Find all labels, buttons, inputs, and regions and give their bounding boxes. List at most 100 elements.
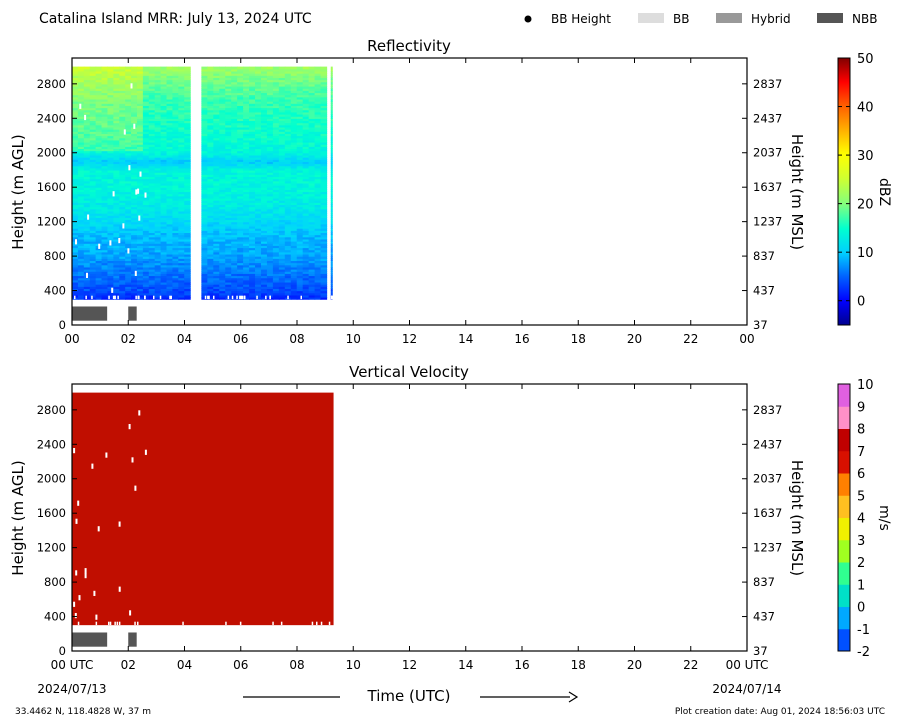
- reflectivity-cell: [266, 258, 274, 261]
- reflectivity-cell: [77, 245, 85, 249]
- reflectivity-cell: [278, 256, 286, 259]
- reflectivity-cell: [95, 75, 103, 78]
- reflectivity-cell: [278, 232, 286, 236]
- reflectivity-cell: [72, 66, 79, 70]
- reflectivity-cell: [95, 77, 103, 81]
- reflectivity-cell: [231, 213, 238, 216]
- reflectivity-cell: [278, 189, 286, 193]
- reflectivity-cell: [201, 144, 208, 147]
- reflectivity-cell: [95, 176, 103, 180]
- reflectivity-cell: [119, 284, 126, 287]
- reflectivity-cell: [255, 232, 262, 236]
- reflectivity-cell: [83, 260, 91, 264]
- reflectivity-cell: [249, 297, 256, 300]
- reflectivity-cell: [225, 144, 232, 147]
- reflectivity-cell: [172, 165, 179, 169]
- reflectivity-cell: [207, 66, 214, 70]
- reflectivity-cell: [219, 116, 226, 119]
- reflectivity-cell: [95, 83, 103, 87]
- reflectivity-cell: [142, 92, 150, 96]
- reflectivity-cell: [142, 103, 150, 106]
- reflectivity-cell: [107, 167, 114, 171]
- reflectivity-cell: [243, 253, 250, 257]
- reflectivity-cell: [284, 277, 292, 281]
- reflectivity-cell: [131, 66, 138, 70]
- reflectivity-cell: [154, 68, 162, 72]
- reflectivity-cell: [219, 230, 226, 234]
- reflectivity-cell: [101, 122, 109, 126]
- legend-label: BB Height: [551, 12, 611, 26]
- reflectivity-cell: [266, 217, 274, 221]
- reflectivity-cell: [166, 271, 174, 274]
- reflectivity-cell: [249, 202, 256, 206]
- reflectivity-cell: [237, 208, 244, 212]
- reflectivity-cell: [89, 221, 97, 225]
- reflectivity-cell: [89, 232, 97, 236]
- reflectivity-cell: [131, 131, 138, 134]
- reflectivity-cell: [260, 141, 268, 145]
- reflectivity-cell: [172, 90, 179, 94]
- reflectivity-cell: [320, 195, 328, 199]
- reflectivity-cell: [330, 292, 333, 296]
- reflectivity-cell: [225, 129, 232, 132]
- reflectivity-cell: [272, 116, 280, 119]
- reflectivity-cell: [77, 279, 85, 283]
- reflectivity-cell: [231, 75, 238, 78]
- reflectivity-cell: [314, 105, 322, 109]
- reflectivity-cell: [308, 197, 316, 201]
- reflectivity-cell: [213, 113, 220, 117]
- reflectivity-cell: [184, 281, 191, 285]
- reflectivity-cell: [260, 225, 268, 229]
- reflectivity-cell: [314, 148, 322, 152]
- reflectivity-cell: [308, 118, 316, 122]
- reflectivity-cell: [207, 294, 214, 298]
- colorbar-tick-label: 40: [857, 101, 874, 116]
- colorbar-band: [838, 428, 850, 452]
- reflectivity-cell: [101, 116, 109, 119]
- reflectivity-cell: [284, 256, 292, 259]
- reflectivity-cell: [320, 277, 328, 281]
- reflectivity-cell: [160, 68, 168, 72]
- reflectivity-cell: [278, 234, 286, 238]
- reflectivity-cell: [95, 165, 103, 169]
- reflectivity-cell: [290, 68, 298, 72]
- data-gap: [84, 573, 87, 579]
- reflectivity-cell: [160, 249, 168, 253]
- reflectivity-cell: [148, 75, 156, 78]
- reflectivity-cell: [125, 111, 132, 115]
- colorbar-tick-label: 6: [857, 467, 865, 482]
- figure-title: Catalina Island MRR: July 13, 2024 UTC: [39, 11, 312, 27]
- reflectivity-cell: [107, 288, 114, 292]
- y-tick-label: 2000: [37, 472, 66, 486]
- reflectivity-cell: [308, 262, 316, 266]
- reflectivity-cell: [89, 90, 97, 94]
- reflectivity-cell: [302, 139, 310, 143]
- reflectivity-cell: [249, 288, 256, 292]
- reflectivity-cell: [113, 249, 120, 253]
- reflectivity-cell: [260, 273, 268, 277]
- reflectivity-cell: [113, 228, 120, 231]
- legend-label: NBB: [852, 12, 877, 26]
- reflectivity-cell: [142, 118, 150, 122]
- reflectivity-cell: [113, 273, 120, 277]
- reflectivity-cell: [142, 157, 150, 160]
- reflectivity-cell: [231, 269, 238, 272]
- reflectivity-cell: [330, 98, 333, 102]
- reflectivity-cell: [278, 262, 286, 266]
- reflectivity-cell: [308, 292, 316, 296]
- data-gap: [280, 621, 283, 626]
- reflectivity-y2label: Height (m MSL): [788, 134, 806, 250]
- reflectivity-cell: [249, 228, 256, 231]
- reflectivity-cell: [330, 137, 333, 141]
- data-gap: [108, 621, 110, 626]
- reflectivity-cell: [166, 208, 174, 212]
- legend-swatch: [817, 13, 843, 23]
- reflectivity-cell: [131, 213, 138, 216]
- reflectivity-cell: [77, 204, 85, 208]
- reflectivity-cell: [113, 217, 120, 221]
- reflectivity-cell: [320, 129, 328, 132]
- reflectivity-cell: [154, 266, 162, 270]
- reflectivity-cell: [201, 159, 208, 162]
- reflectivity-cell: [330, 221, 333, 225]
- reflectivity-cell: [272, 202, 280, 206]
